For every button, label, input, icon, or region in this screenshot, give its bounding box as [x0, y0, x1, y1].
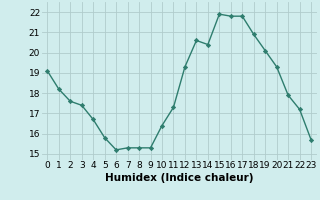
X-axis label: Humidex (Indice chaleur): Humidex (Indice chaleur): [105, 173, 253, 183]
